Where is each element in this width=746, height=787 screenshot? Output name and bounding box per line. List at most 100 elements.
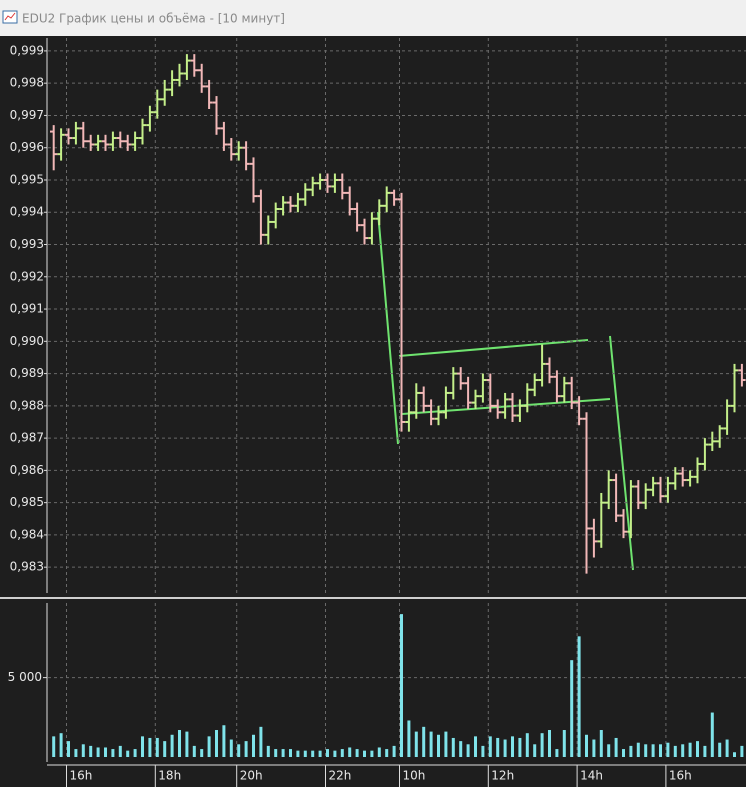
volume-bar bbox=[148, 737, 152, 757]
y-tick-label: 0,994 bbox=[10, 205, 44, 219]
y-tick-label: 0,998 bbox=[10, 76, 44, 90]
window-icon-line bbox=[4, 12, 16, 21]
y-tick-label: 0,999 bbox=[10, 43, 44, 57]
volume-bar bbox=[437, 734, 440, 757]
x-tick-label: 16h bbox=[669, 769, 692, 783]
volume-bar bbox=[451, 737, 455, 757]
volume-bar bbox=[651, 744, 655, 757]
volume-bar bbox=[74, 749, 78, 757]
title-bar bbox=[0, 0, 746, 36]
y-tick-label: 0,991 bbox=[10, 302, 44, 316]
volume-bar bbox=[481, 745, 485, 757]
volume-bar bbox=[237, 744, 241, 757]
volume-bar bbox=[178, 730, 181, 757]
volume-bar bbox=[525, 733, 529, 757]
volume-bar bbox=[555, 749, 559, 757]
volume-bar bbox=[673, 745, 677, 757]
volume-bar bbox=[592, 739, 596, 757]
y-tick-label: 0,989 bbox=[10, 366, 44, 380]
volume-bar bbox=[511, 736, 514, 757]
volume-bar bbox=[133, 749, 137, 757]
volume-bar bbox=[614, 737, 618, 757]
volume-bar bbox=[444, 731, 448, 757]
trend-line bbox=[377, 211, 399, 445]
volume-bar bbox=[666, 742, 670, 757]
volume-bar bbox=[340, 749, 344, 757]
x-tick-label: 16h bbox=[70, 769, 93, 783]
volume-bar bbox=[518, 737, 522, 757]
volume-bar bbox=[222, 725, 226, 757]
y-tick-label: 0,986 bbox=[10, 463, 44, 477]
volume-bar bbox=[333, 750, 337, 757]
volume-bar bbox=[533, 744, 537, 757]
volume-bar bbox=[303, 750, 307, 757]
x-tick-label: 10h bbox=[403, 769, 426, 783]
y-tick-label: 0,985 bbox=[10, 495, 44, 509]
volume-bar bbox=[585, 734, 588, 757]
volume-bar bbox=[155, 737, 159, 757]
y-tick-label: 0,983 bbox=[10, 560, 44, 574]
volume-bar bbox=[659, 744, 662, 757]
volume-bar bbox=[126, 750, 130, 757]
y-tick-label: 0,990 bbox=[10, 334, 44, 348]
volume-bar bbox=[215, 730, 218, 757]
y-tick-label: 0,988 bbox=[10, 398, 44, 412]
volume-bar bbox=[459, 741, 463, 757]
volume-bar bbox=[348, 747, 352, 757]
volume-bar bbox=[696, 741, 699, 757]
volume-bar bbox=[52, 736, 56, 757]
volume-bar bbox=[562, 730, 566, 757]
volume-bar bbox=[318, 750, 322, 757]
volume-bar bbox=[185, 731, 189, 757]
x-tick-label: 12h bbox=[491, 769, 514, 783]
x-tick-label: 18h bbox=[158, 769, 181, 783]
volume-bar bbox=[59, 733, 63, 757]
y-tick-label: 0,993 bbox=[10, 237, 44, 251]
x-tick-label: 20h bbox=[240, 769, 263, 783]
volume-bar bbox=[636, 742, 640, 757]
volume-bar bbox=[599, 730, 603, 757]
volume-bar bbox=[414, 731, 418, 757]
volume-bar bbox=[266, 745, 270, 757]
volume-bar bbox=[163, 741, 167, 757]
volume-bar bbox=[244, 741, 248, 757]
volume-bar bbox=[710, 712, 714, 757]
volume-bar bbox=[466, 744, 470, 757]
volume-bar bbox=[548, 730, 551, 757]
volume-bar bbox=[681, 744, 685, 757]
volume-bar bbox=[274, 749, 278, 757]
volume-bar bbox=[503, 739, 507, 757]
volume-bar bbox=[67, 741, 70, 757]
volume-bar bbox=[289, 749, 292, 757]
volume-bar bbox=[118, 745, 122, 757]
y-tick-label: 0,996 bbox=[10, 140, 44, 154]
y-tick-label: 0,987 bbox=[10, 431, 44, 445]
volume-bar bbox=[385, 749, 389, 757]
volume-bar bbox=[474, 736, 477, 757]
volume-bar bbox=[141, 736, 144, 757]
volume-bar bbox=[488, 736, 492, 757]
window-title: EDU2 График цены и объёма - [10 минут] bbox=[22, 12, 285, 26]
volume-bar bbox=[355, 749, 359, 757]
x-tick-label: 14h bbox=[580, 769, 603, 783]
volume-bar bbox=[200, 749, 204, 757]
y-tick-label: 0,984 bbox=[10, 527, 44, 541]
volume-bar bbox=[577, 636, 581, 757]
volume-bar bbox=[89, 745, 93, 757]
volume-bar bbox=[252, 734, 255, 757]
volume-bar bbox=[496, 737, 500, 757]
volume-bar bbox=[688, 742, 692, 757]
volume-bar bbox=[740, 745, 744, 757]
volume-bar bbox=[392, 745, 396, 757]
volume-bar bbox=[259, 726, 263, 757]
volume-bar bbox=[733, 752, 736, 757]
volume-bar bbox=[607, 744, 611, 757]
volume-bar bbox=[96, 747, 100, 757]
volume-bar bbox=[429, 731, 433, 757]
volume-bar bbox=[622, 749, 625, 757]
volume-bar bbox=[629, 745, 633, 757]
volume-bar bbox=[407, 720, 411, 757]
volume-bar bbox=[725, 739, 729, 757]
y-tick-label: 0,995 bbox=[10, 172, 44, 186]
